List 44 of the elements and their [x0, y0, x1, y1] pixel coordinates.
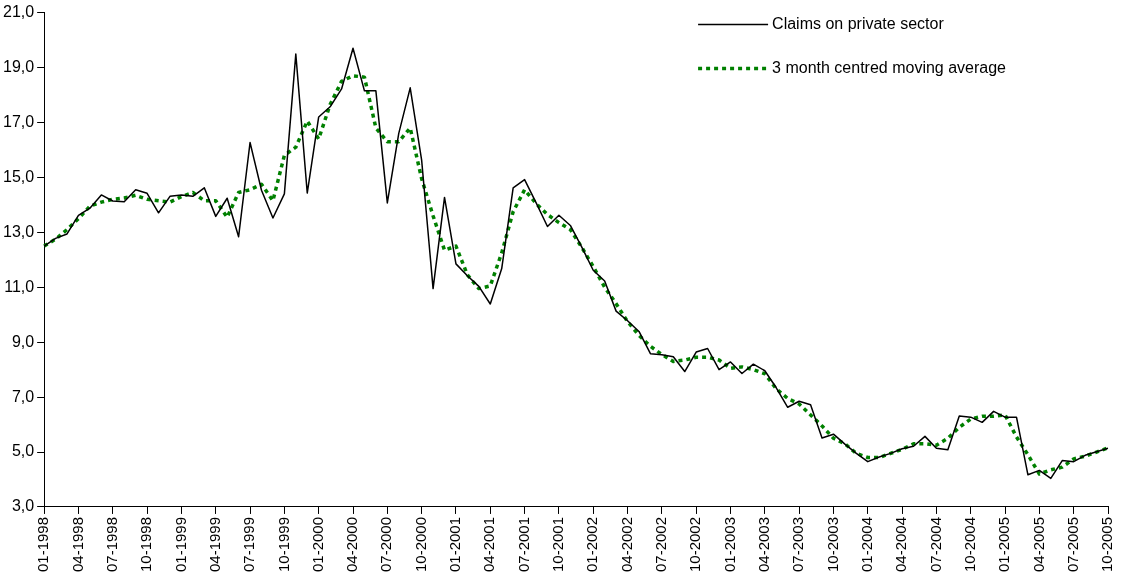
y-tick-label: 5,0 — [11, 442, 35, 460]
x-tick-label: 01-2004 — [857, 516, 875, 573]
x-tick-label: 04-2000 — [343, 516, 361, 573]
y-tick-label: 21,0 — [3, 3, 35, 21]
legend-label: 3 month centred moving average — [772, 59, 1007, 77]
x-tick-label: 10-2005 — [1098, 516, 1116, 573]
x-tick-label: 01-2005 — [995, 516, 1013, 573]
x-tick-label: 10-1999 — [274, 516, 292, 573]
x-tick-label: 04-2003 — [754, 516, 772, 573]
x-tick-label: 04-2002 — [617, 516, 635, 573]
x-tick-label: 07-2002 — [652, 516, 670, 573]
x-tick-label: 10-2003 — [823, 516, 841, 573]
x-tick-label: 01-2003 — [720, 516, 738, 573]
x-tick-label: 01-2000 — [308, 516, 326, 573]
y-tick-label: 7,0 — [11, 387, 35, 405]
x-tick-label: 04-2004 — [892, 516, 910, 573]
x-tick-label: 10-1998 — [137, 516, 155, 573]
y-tick-label: 15,0 — [3, 167, 35, 185]
legend-label: Claims on private sector — [772, 15, 945, 33]
y-tick-label: 13,0 — [3, 222, 35, 240]
x-tick-label: 04-2005 — [1029, 516, 1047, 573]
x-tick-label: 10-2000 — [411, 516, 429, 573]
x-tick-label: 04-1999 — [205, 516, 223, 573]
x-tick-label: 01-2002 — [583, 516, 601, 573]
x-tick-label: 01-2001 — [446, 516, 464, 573]
y-tick-label: 9,0 — [11, 332, 35, 350]
x-tick-label: 07-1998 — [102, 516, 120, 573]
x-tick-label: 10-2002 — [686, 516, 704, 573]
x-tick-label: 01-1998 — [34, 516, 52, 573]
x-tick-label: 07-1999 — [240, 516, 258, 573]
y-tick-label: 17,0 — [3, 112, 35, 130]
y-tick-label: 19,0 — [3, 57, 35, 75]
x-tick-label: 04-2001 — [480, 516, 498, 573]
x-tick-label: 07-2000 — [377, 516, 395, 573]
x-tick-label: 07-2003 — [789, 516, 807, 573]
x-tick-label: 04-1998 — [68, 516, 86, 573]
x-tick-label: 10-2001 — [549, 516, 567, 573]
x-tick-label: 07-2005 — [1063, 516, 1081, 573]
y-tick-label: 3,0 — [11, 497, 35, 515]
x-tick-label: 10-2004 — [960, 516, 978, 573]
x-tick-label: 01-1999 — [171, 516, 189, 573]
x-tick-label: 07-2001 — [514, 516, 532, 573]
x-tick-label: 07-2004 — [926, 516, 944, 573]
y-tick-label: 11,0 — [4, 277, 35, 295]
